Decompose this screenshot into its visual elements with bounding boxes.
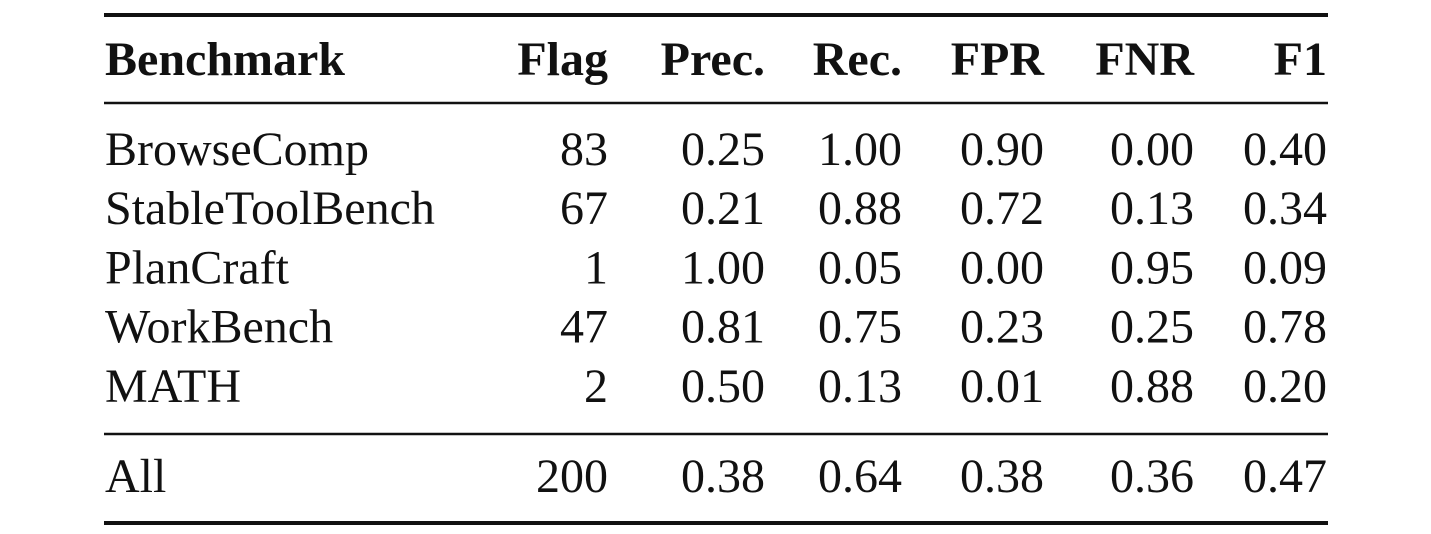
header-cell: FNR bbox=[1095, 33, 1195, 86]
cell: 1.00 bbox=[818, 123, 902, 176]
header-cell: Rec. bbox=[813, 33, 902, 86]
cell: 0.05 bbox=[818, 241, 902, 294]
cell: MATH bbox=[105, 360, 241, 413]
cell: 0.13 bbox=[818, 360, 902, 413]
cell: 0.88 bbox=[1110, 360, 1194, 413]
cell: 0.00 bbox=[960, 241, 1044, 294]
cell: 2 bbox=[584, 360, 608, 413]
cell: 0.90 bbox=[960, 123, 1044, 176]
total-cell: 0.36 bbox=[1110, 450, 1194, 503]
total-cell: All bbox=[105, 450, 166, 503]
cell: 0.23 bbox=[960, 301, 1044, 354]
cell: 1 bbox=[584, 241, 608, 294]
cell: 0.21 bbox=[681, 182, 765, 235]
total-cell: 200 bbox=[536, 450, 608, 503]
cell: 0.20 bbox=[1243, 360, 1327, 413]
cell: 0.72 bbox=[960, 182, 1044, 235]
cell: 0.09 bbox=[1243, 241, 1327, 294]
cell: 0.34 bbox=[1243, 182, 1327, 235]
cell: PlanCraft bbox=[105, 241, 290, 294]
cell: 1.00 bbox=[681, 241, 765, 294]
cell: 83 bbox=[560, 123, 608, 176]
cell: 47 bbox=[560, 301, 608, 354]
total-cell: 0.38 bbox=[681, 450, 765, 503]
total-cell: 0.47 bbox=[1243, 450, 1327, 503]
cell: 0.81 bbox=[681, 301, 765, 354]
header-cell: Prec. bbox=[661, 33, 765, 86]
cell: 0.50 bbox=[681, 360, 765, 413]
total-cell: 0.64 bbox=[818, 450, 902, 503]
cell: BrowseComp bbox=[105, 123, 369, 176]
cell: 0.40 bbox=[1243, 123, 1327, 176]
cell: 0.95 bbox=[1110, 241, 1194, 294]
total-cell: 0.38 bbox=[960, 450, 1044, 503]
cell: 0.75 bbox=[818, 301, 902, 354]
header-cell: Benchmark bbox=[105, 33, 345, 86]
cell: 0.25 bbox=[681, 123, 765, 176]
cell: 67 bbox=[560, 182, 608, 235]
cell: WorkBench bbox=[105, 301, 333, 354]
header-cell: FPR bbox=[951, 33, 1046, 86]
cell: 0.78 bbox=[1243, 301, 1327, 354]
cell: 0.01 bbox=[960, 360, 1044, 413]
cell: 0.25 bbox=[1110, 301, 1194, 354]
cell: StableToolBench bbox=[105, 182, 435, 235]
cell: 0.00 bbox=[1110, 123, 1194, 176]
cell: 0.13 bbox=[1110, 182, 1194, 235]
cell: 0.88 bbox=[818, 182, 902, 235]
header-cell: Flag bbox=[517, 33, 608, 86]
header-cell: F1 bbox=[1274, 33, 1327, 86]
